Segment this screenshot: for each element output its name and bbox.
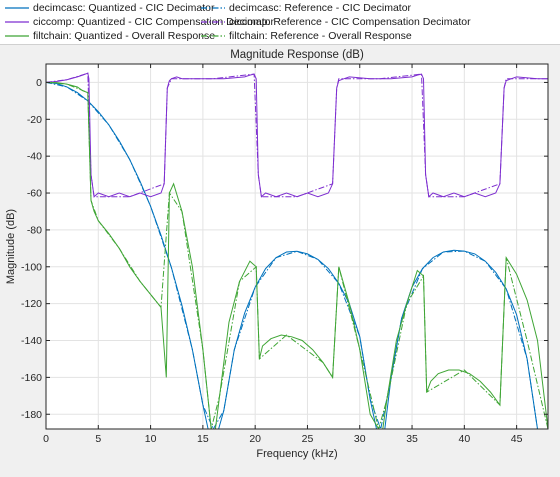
x-tick-label: 5 xyxy=(95,433,101,445)
x-tick-label: 30 xyxy=(354,433,366,445)
legend-label: decimcasc: Quantized - CIC Decimator xyxy=(33,1,215,14)
legend-entry[interactable]: filtchain: Quantized - Overall Response xyxy=(4,29,215,42)
legend-label: decimcasc: Reference - CIC Decimator xyxy=(229,1,412,14)
y-tick-label: -80 xyxy=(27,224,42,236)
series-line-4 xyxy=(46,72,548,198)
axes-box xyxy=(45,63,549,430)
y-tick-label: -120 xyxy=(21,298,42,310)
legend-label: ciccomp: Quantized - CIC Compensation De… xyxy=(33,15,275,28)
x-tick-label: 20 xyxy=(249,433,261,445)
y-tick-label: -40 xyxy=(27,151,42,163)
y-tick-label: 0 xyxy=(36,77,42,89)
legend-swatch xyxy=(201,20,225,23)
series-line-2 xyxy=(46,81,548,429)
x-tick-label: 35 xyxy=(406,433,418,445)
legend-swatch xyxy=(201,6,225,9)
legend-entry[interactable]: decimcasc: Quantized - CIC Decimator xyxy=(4,1,214,14)
x-tick-label: 45 xyxy=(511,433,523,445)
legend-entry[interactable]: ciccomp: Reference - CIC Compensation De… xyxy=(200,15,471,28)
series-line-3 xyxy=(46,72,548,198)
legend: decimcasc: Quantized - CIC Decimator deci… xyxy=(0,0,560,45)
x-tick-label: 25 xyxy=(302,433,314,445)
x-tick-label: 15 xyxy=(197,433,209,445)
legend-label: filtchain: Reference - Overall Response xyxy=(229,29,412,42)
y-tick-label: -60 xyxy=(27,188,42,200)
legend-swatch xyxy=(5,20,29,23)
y-tick-label: -180 xyxy=(21,409,42,421)
y-tick-label: -160 xyxy=(21,372,42,384)
x-axis-label: Frequency (kHz) xyxy=(256,448,337,460)
legend-swatch xyxy=(201,34,225,37)
chart-title: Magnitude Response (dB) xyxy=(230,49,364,61)
legend-label: filtchain: Quantized - Overall Response xyxy=(33,29,216,42)
y-tick-label: -100 xyxy=(21,261,42,273)
x-tick-label: 40 xyxy=(458,433,470,445)
y-tick-label: -140 xyxy=(21,335,42,347)
legend-swatch xyxy=(5,6,29,9)
legend-label: ciccomp: Reference - CIC Compensation De… xyxy=(229,15,471,28)
x-tick-label: 0 xyxy=(43,433,49,445)
legend-entry[interactable]: decimcasc: Reference - CIC Decimator xyxy=(200,1,411,14)
legend-entry[interactable]: ciccomp: Quantized - CIC Compensation De… xyxy=(4,15,274,28)
y-axis-label: Magnitude (dB) xyxy=(5,209,17,284)
y-tick-label: -20 xyxy=(27,114,42,126)
plot-area xyxy=(46,64,548,429)
legend-entry[interactable]: filtchain: Reference - Overall Response xyxy=(200,29,412,42)
x-tick-label: 10 xyxy=(145,433,157,445)
magnitude-response-plot: 0 5 10 15 20 25 30 35 40 45 0 -20 -40 -60 -80 -100 -120 -… xyxy=(5,49,549,460)
series-line-6 xyxy=(46,81,548,429)
legend-swatch xyxy=(5,34,29,37)
